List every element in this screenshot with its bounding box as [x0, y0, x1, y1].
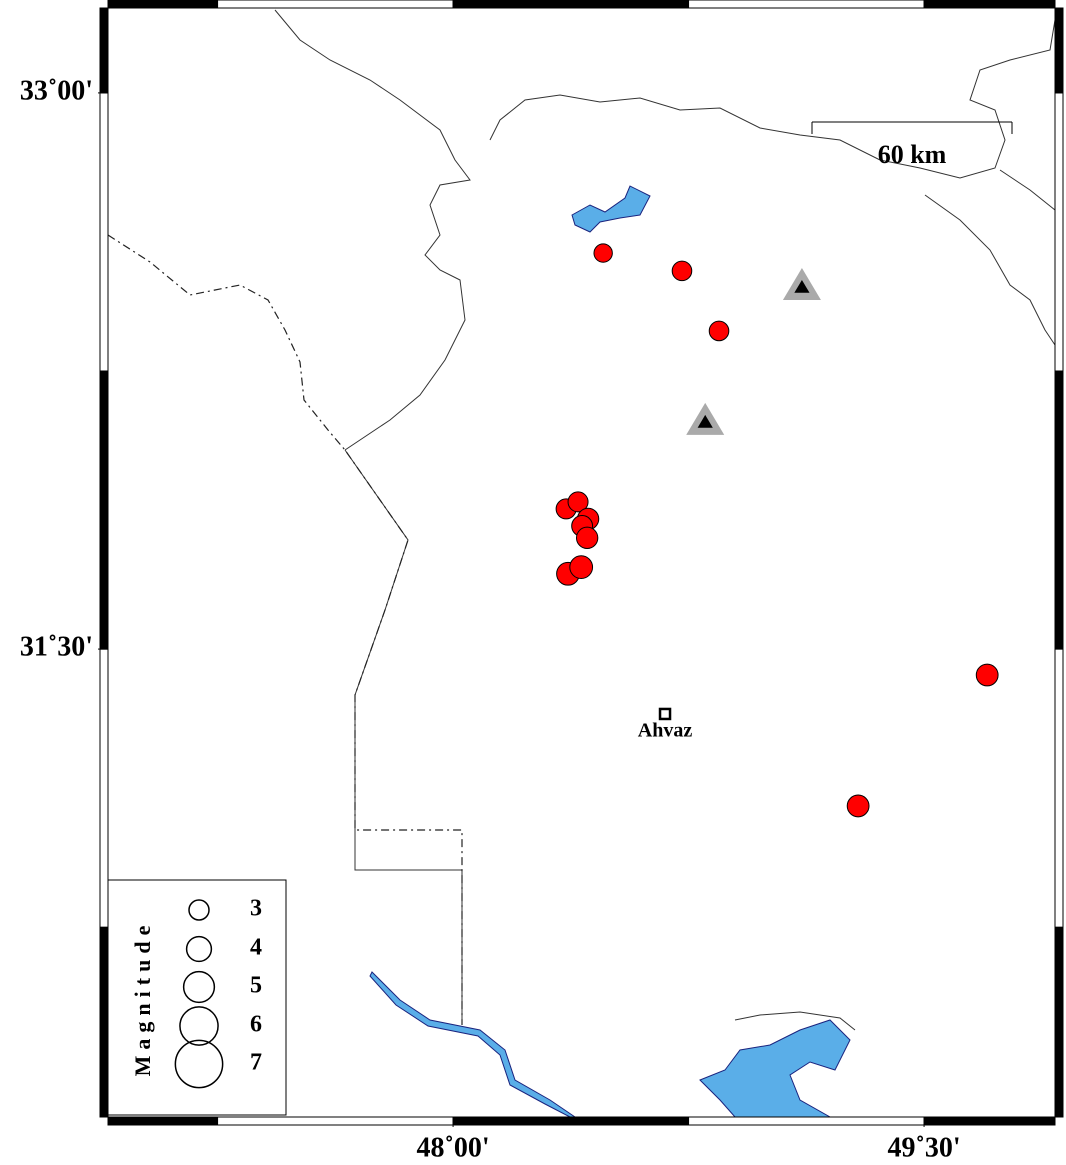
legend-circle	[188, 899, 210, 921]
legend-circle	[182, 970, 216, 1004]
frame-bar	[1054, 7, 1064, 94]
x-tick-label: 49˚30'	[888, 1132, 961, 1163]
frame-bar	[1054, 92, 1064, 372]
border-line	[489, 19, 1056, 179]
border-dashed	[107, 234, 463, 1025]
legend-title: Magnitude	[130, 920, 155, 1077]
coastline	[734, 1011, 856, 1031]
frame-bar	[688, 1116, 925, 1126]
legend-label: 7	[250, 1050, 262, 1076]
frame-bar	[688, 0, 925, 9]
station	[782, 267, 821, 300]
station	[686, 402, 725, 435]
x-tick-label: 48˚00'	[417, 1132, 490, 1163]
city-label: Ahvaz	[638, 720, 693, 742]
frame-bar	[107, 0, 219, 9]
legend-circle	[179, 1006, 219, 1046]
frame-bar	[923, 0, 1056, 9]
earthquake	[575, 526, 599, 550]
earthquake	[708, 320, 730, 342]
earthquake	[569, 555, 594, 580]
legend-circle	[174, 1039, 224, 1089]
frame-bar	[99, 7, 109, 94]
frame-bar	[107, 1116, 219, 1126]
lake	[571, 185, 651, 233]
frame-bar	[99, 648, 109, 928]
frame-bar	[99, 92, 109, 372]
border-line	[344, 449, 463, 1025]
earthquake	[975, 663, 999, 687]
earthquake	[593, 243, 613, 263]
frame-bar	[923, 1116, 1056, 1126]
frame-bar	[1054, 370, 1064, 650]
station-symbol	[697, 414, 713, 428]
earthquake	[671, 260, 693, 282]
y-tick-label: 31˚30'	[20, 631, 93, 662]
legend-label: 3	[250, 896, 262, 922]
border-line	[999, 169, 1056, 211]
frame-bar	[1054, 926, 1064, 1118]
border-line	[274, 9, 471, 451]
marsh	[699, 1019, 851, 1118]
earthquake	[567, 491, 589, 513]
y-tick-label: 33˚00'	[20, 75, 93, 106]
station-symbol	[794, 279, 810, 293]
map-frame	[107, 7, 1056, 1118]
frame-bar	[1054, 648, 1064, 928]
scale-bar-label: 60 km	[878, 140, 947, 169]
frame-bar	[452, 0, 690, 9]
legend-label: 5	[250, 973, 262, 999]
frame-bar	[217, 0, 454, 9]
frame-bar	[452, 1116, 690, 1126]
frame-bar	[217, 1116, 454, 1126]
legend-label: 4	[250, 935, 262, 961]
legend-circle	[185, 935, 213, 963]
frame-bar	[99, 370, 109, 650]
city-marker	[658, 707, 672, 721]
frame-bar	[99, 926, 109, 1118]
border-line	[924, 194, 1056, 346]
river	[369, 971, 577, 1118]
legend-label: 6	[250, 1012, 262, 1038]
earthquake	[846, 794, 870, 818]
